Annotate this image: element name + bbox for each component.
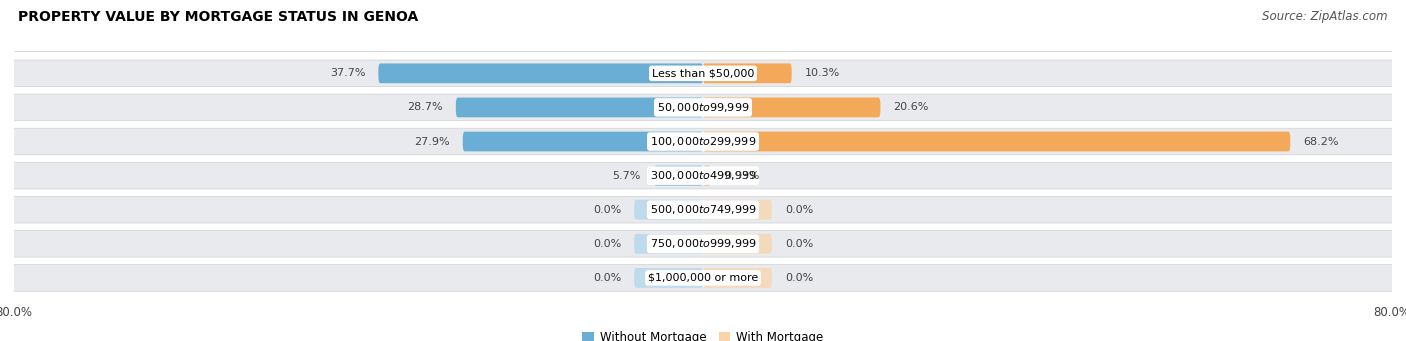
Text: 0.0%: 0.0% <box>593 273 621 283</box>
Text: Source: ZipAtlas.com: Source: ZipAtlas.com <box>1263 10 1388 23</box>
FancyBboxPatch shape <box>634 234 703 254</box>
Text: 37.7%: 37.7% <box>330 68 366 78</box>
FancyBboxPatch shape <box>463 132 703 151</box>
FancyBboxPatch shape <box>6 265 1400 291</box>
Text: PROPERTY VALUE BY MORTGAGE STATUS IN GENOA: PROPERTY VALUE BY MORTGAGE STATUS IN GEN… <box>18 10 419 24</box>
Text: 10.3%: 10.3% <box>804 68 839 78</box>
FancyBboxPatch shape <box>6 196 1400 223</box>
FancyBboxPatch shape <box>6 60 1400 87</box>
Text: 5.7%: 5.7% <box>613 170 641 181</box>
FancyBboxPatch shape <box>6 128 1400 155</box>
Text: 27.9%: 27.9% <box>415 136 450 147</box>
Text: 0.0%: 0.0% <box>593 205 621 215</box>
FancyBboxPatch shape <box>634 200 703 220</box>
FancyBboxPatch shape <box>6 162 1400 189</box>
FancyBboxPatch shape <box>703 98 880 117</box>
Text: Less than $50,000: Less than $50,000 <box>652 68 754 78</box>
FancyBboxPatch shape <box>378 63 703 83</box>
FancyBboxPatch shape <box>703 166 711 186</box>
Text: 0.0%: 0.0% <box>785 273 813 283</box>
Text: 68.2%: 68.2% <box>1303 136 1339 147</box>
Text: $100,000 to $299,999: $100,000 to $299,999 <box>650 135 756 148</box>
Text: $500,000 to $749,999: $500,000 to $749,999 <box>650 203 756 216</box>
FancyBboxPatch shape <box>6 94 1400 121</box>
FancyBboxPatch shape <box>456 98 703 117</box>
Text: 0.0%: 0.0% <box>785 239 813 249</box>
Text: $750,000 to $999,999: $750,000 to $999,999 <box>650 237 756 250</box>
FancyBboxPatch shape <box>703 200 772 220</box>
Text: 20.6%: 20.6% <box>893 102 929 113</box>
Text: $50,000 to $99,999: $50,000 to $99,999 <box>657 101 749 114</box>
FancyBboxPatch shape <box>703 132 1291 151</box>
Text: 0.0%: 0.0% <box>785 205 813 215</box>
FancyBboxPatch shape <box>634 268 703 288</box>
FancyBboxPatch shape <box>703 268 772 288</box>
Legend: Without Mortgage, With Mortgage: Without Mortgage, With Mortgage <box>578 326 828 341</box>
Text: 28.7%: 28.7% <box>408 102 443 113</box>
FancyBboxPatch shape <box>654 166 703 186</box>
FancyBboxPatch shape <box>703 63 792 83</box>
FancyBboxPatch shape <box>703 234 772 254</box>
Text: $1,000,000 or more: $1,000,000 or more <box>648 273 758 283</box>
Text: $300,000 to $499,999: $300,000 to $499,999 <box>650 169 756 182</box>
Text: 0.0%: 0.0% <box>593 239 621 249</box>
Text: 0.93%: 0.93% <box>724 170 759 181</box>
FancyBboxPatch shape <box>6 231 1400 257</box>
